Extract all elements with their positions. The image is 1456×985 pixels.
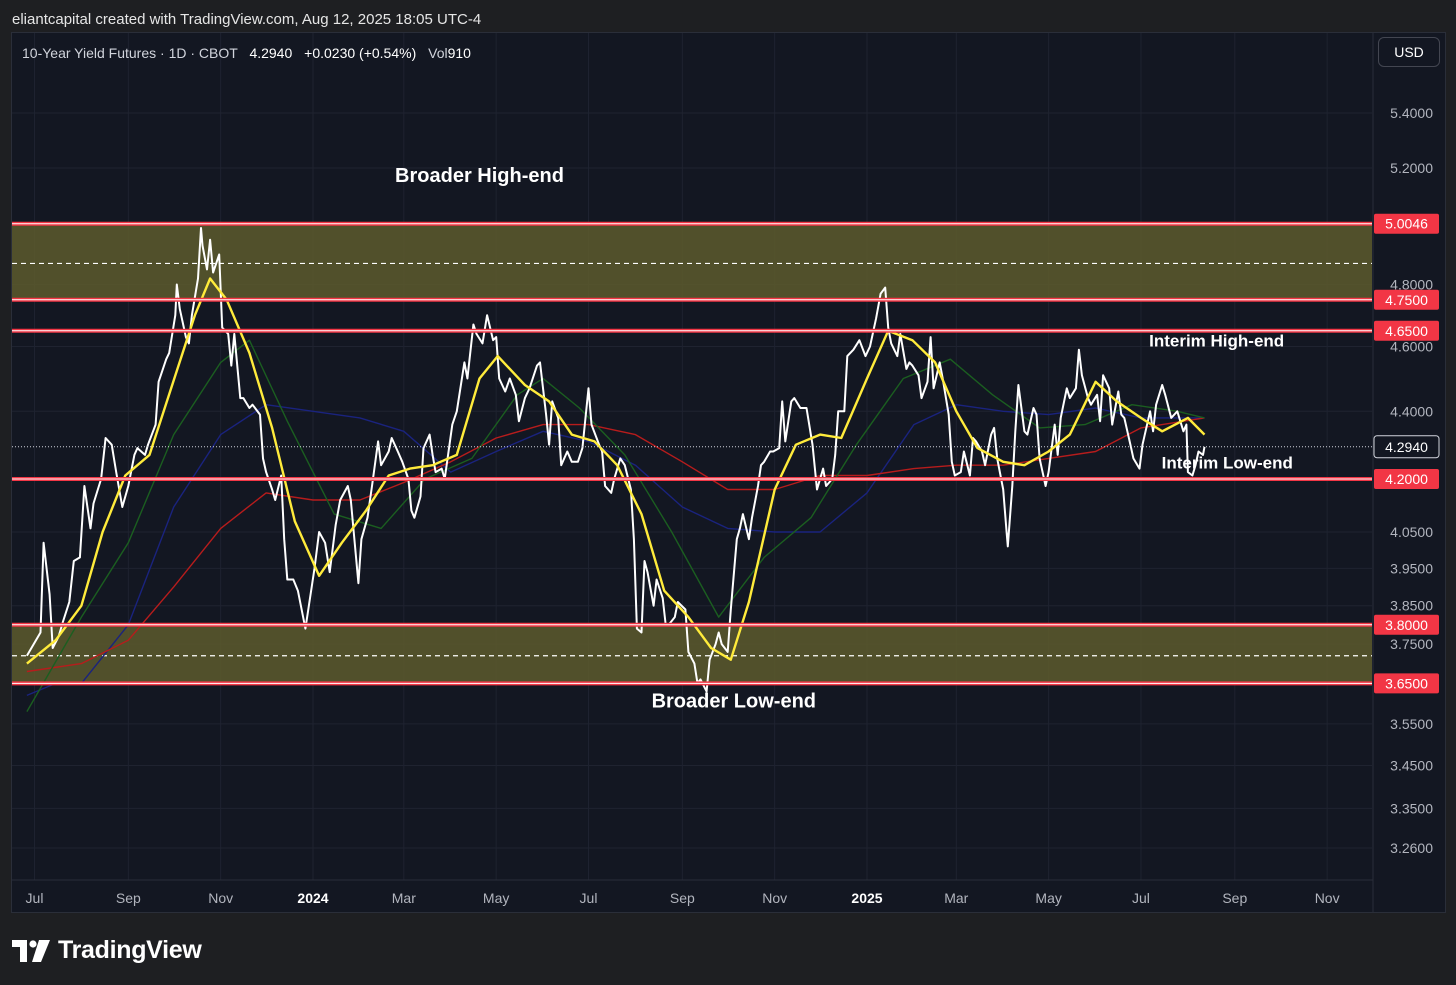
y-tick-label: 4.4000 [1390, 403, 1433, 419]
x-tick-label: Sep [1222, 890, 1247, 906]
range-zone [12, 624, 1372, 684]
x-tick-label: Jul [26, 890, 44, 906]
x-tick-label: Sep [116, 890, 141, 906]
level-price-label: 3.8000 [1385, 617, 1428, 633]
volume-value: 910 [447, 45, 471, 61]
chart-annotation: Interim High-end [1149, 332, 1284, 351]
y-tick-label: 3.4500 [1390, 757, 1433, 773]
series-line-ma-fast [26, 277, 1206, 665]
current-price-tag [1373, 435, 1440, 459]
x-tick-label: May [483, 890, 509, 906]
level-price-label: 5.0046 [1385, 216, 1428, 232]
y-tick-label: 3.8500 [1390, 598, 1433, 614]
x-tick-label: 2024 [297, 890, 328, 906]
level-price-tag [1374, 320, 1439, 341]
zones-layer [12, 223, 1372, 684]
level-price-label: 4.6500 [1385, 323, 1428, 339]
chart-credit: eliantcapital created with TradingView.c… [12, 11, 482, 28]
x-tick-label: Nov [1315, 890, 1340, 906]
chart-annotation: Broader High-end [395, 165, 564, 187]
level-price-tag [1374, 614, 1439, 635]
level-price-label: 4.2000 [1385, 471, 1428, 487]
x-tick-label: Nov [208, 890, 233, 906]
y-tick-label: 4.8000 [1390, 277, 1433, 293]
x-tick-label: Jul [1132, 890, 1150, 906]
current-price-label: 4.2940 [1385, 439, 1428, 455]
y-tick-label: 3.9500 [1390, 560, 1433, 576]
series-line-ma-slow-blue [26, 404, 1205, 697]
x-tick-label: Sep [670, 890, 695, 906]
chart-frame [11, 32, 1446, 913]
chart-annotation: Broader Low-end [652, 691, 816, 713]
level-price-tag [1374, 213, 1439, 234]
tradingview-logo-text: TradingView [58, 936, 202, 964]
last-price: 4.2940 [249, 45, 293, 61]
y-tick-label: 3.7500 [1390, 636, 1433, 652]
volume-label: Vol [428, 45, 448, 61]
x-tick-label: Mar [944, 890, 968, 906]
y-tick-label: 5.2000 [1390, 160, 1433, 176]
symbol-name[interactable]: 10-Year Yield Futures · 1D · CBOT [22, 45, 238, 61]
x-tick-label: Jul [580, 890, 598, 906]
x-tick-label: Nov [762, 890, 787, 906]
series-line-ma-slow-red [26, 417, 1205, 673]
currency-button[interactable]: USD [1378, 37, 1440, 67]
x-tick-label: May [1035, 890, 1061, 906]
range-zone [12, 223, 1372, 300]
y-tick-label: 3.2600 [1390, 840, 1433, 856]
y-tick-label: 4.0500 [1390, 524, 1433, 540]
x-tick-label: Mar [392, 890, 416, 906]
level-price-tag [1374, 469, 1439, 490]
symbol-legend: 10-Year Yield Futures · 1D · CBOT 4.2940… [22, 45, 471, 61]
series-line-price [26, 227, 1206, 693]
series-layer [26, 227, 1206, 712]
level-price-label: 3.6500 [1385, 675, 1428, 691]
tradingview-logo-icon [12, 939, 50, 962]
chart-annotation: Interim Low-end [1162, 454, 1293, 473]
level-price-tag [1374, 289, 1439, 310]
y-tick-label: 3.5500 [1390, 716, 1433, 732]
price-change: +0.0230 (+0.54%) [304, 45, 417, 61]
y-tick-label: 4.6000 [1390, 339, 1433, 355]
level-price-tag [1374, 673, 1439, 694]
y-tick-label: 5.4000 [1390, 105, 1433, 121]
level-price-label: 4.7500 [1385, 292, 1428, 308]
tradingview-logo[interactable]: TradingView [12, 936, 202, 965]
y-tick-label: 3.3500 [1390, 800, 1433, 816]
x-tick-label: 2025 [851, 890, 882, 906]
